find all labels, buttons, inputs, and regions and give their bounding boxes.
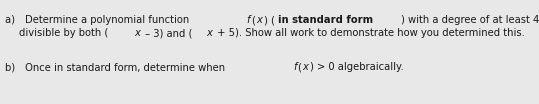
Text: (: ( [298, 62, 301, 72]
Text: divisible by both (: divisible by both ( [19, 28, 108, 38]
Text: + 5). Show all work to demonstrate how you determined this.: + 5). Show all work to demonstrate how y… [215, 28, 525, 38]
Text: a) Determine a polynomial function: a) Determine a polynomial function [5, 15, 192, 25]
Text: x: x [207, 28, 212, 38]
Text: f: f [247, 15, 250, 25]
Text: ) > 0 algebraically.: ) > 0 algebraically. [310, 62, 404, 72]
Text: b) Once in standard form, determine when: b) Once in standard form, determine when [5, 62, 228, 72]
Text: x: x [134, 28, 140, 38]
Text: in standard form: in standard form [278, 15, 373, 25]
Text: x: x [256, 15, 262, 25]
Text: ) with a degree of at least 4 that is: ) with a degree of at least 4 that is [400, 15, 539, 25]
Text: f: f [293, 62, 296, 72]
Text: (: ( [251, 15, 255, 25]
Text: ) (: ) ( [264, 15, 275, 25]
Text: x: x [302, 62, 308, 72]
Text: – 3) and (: – 3) and ( [142, 28, 192, 38]
